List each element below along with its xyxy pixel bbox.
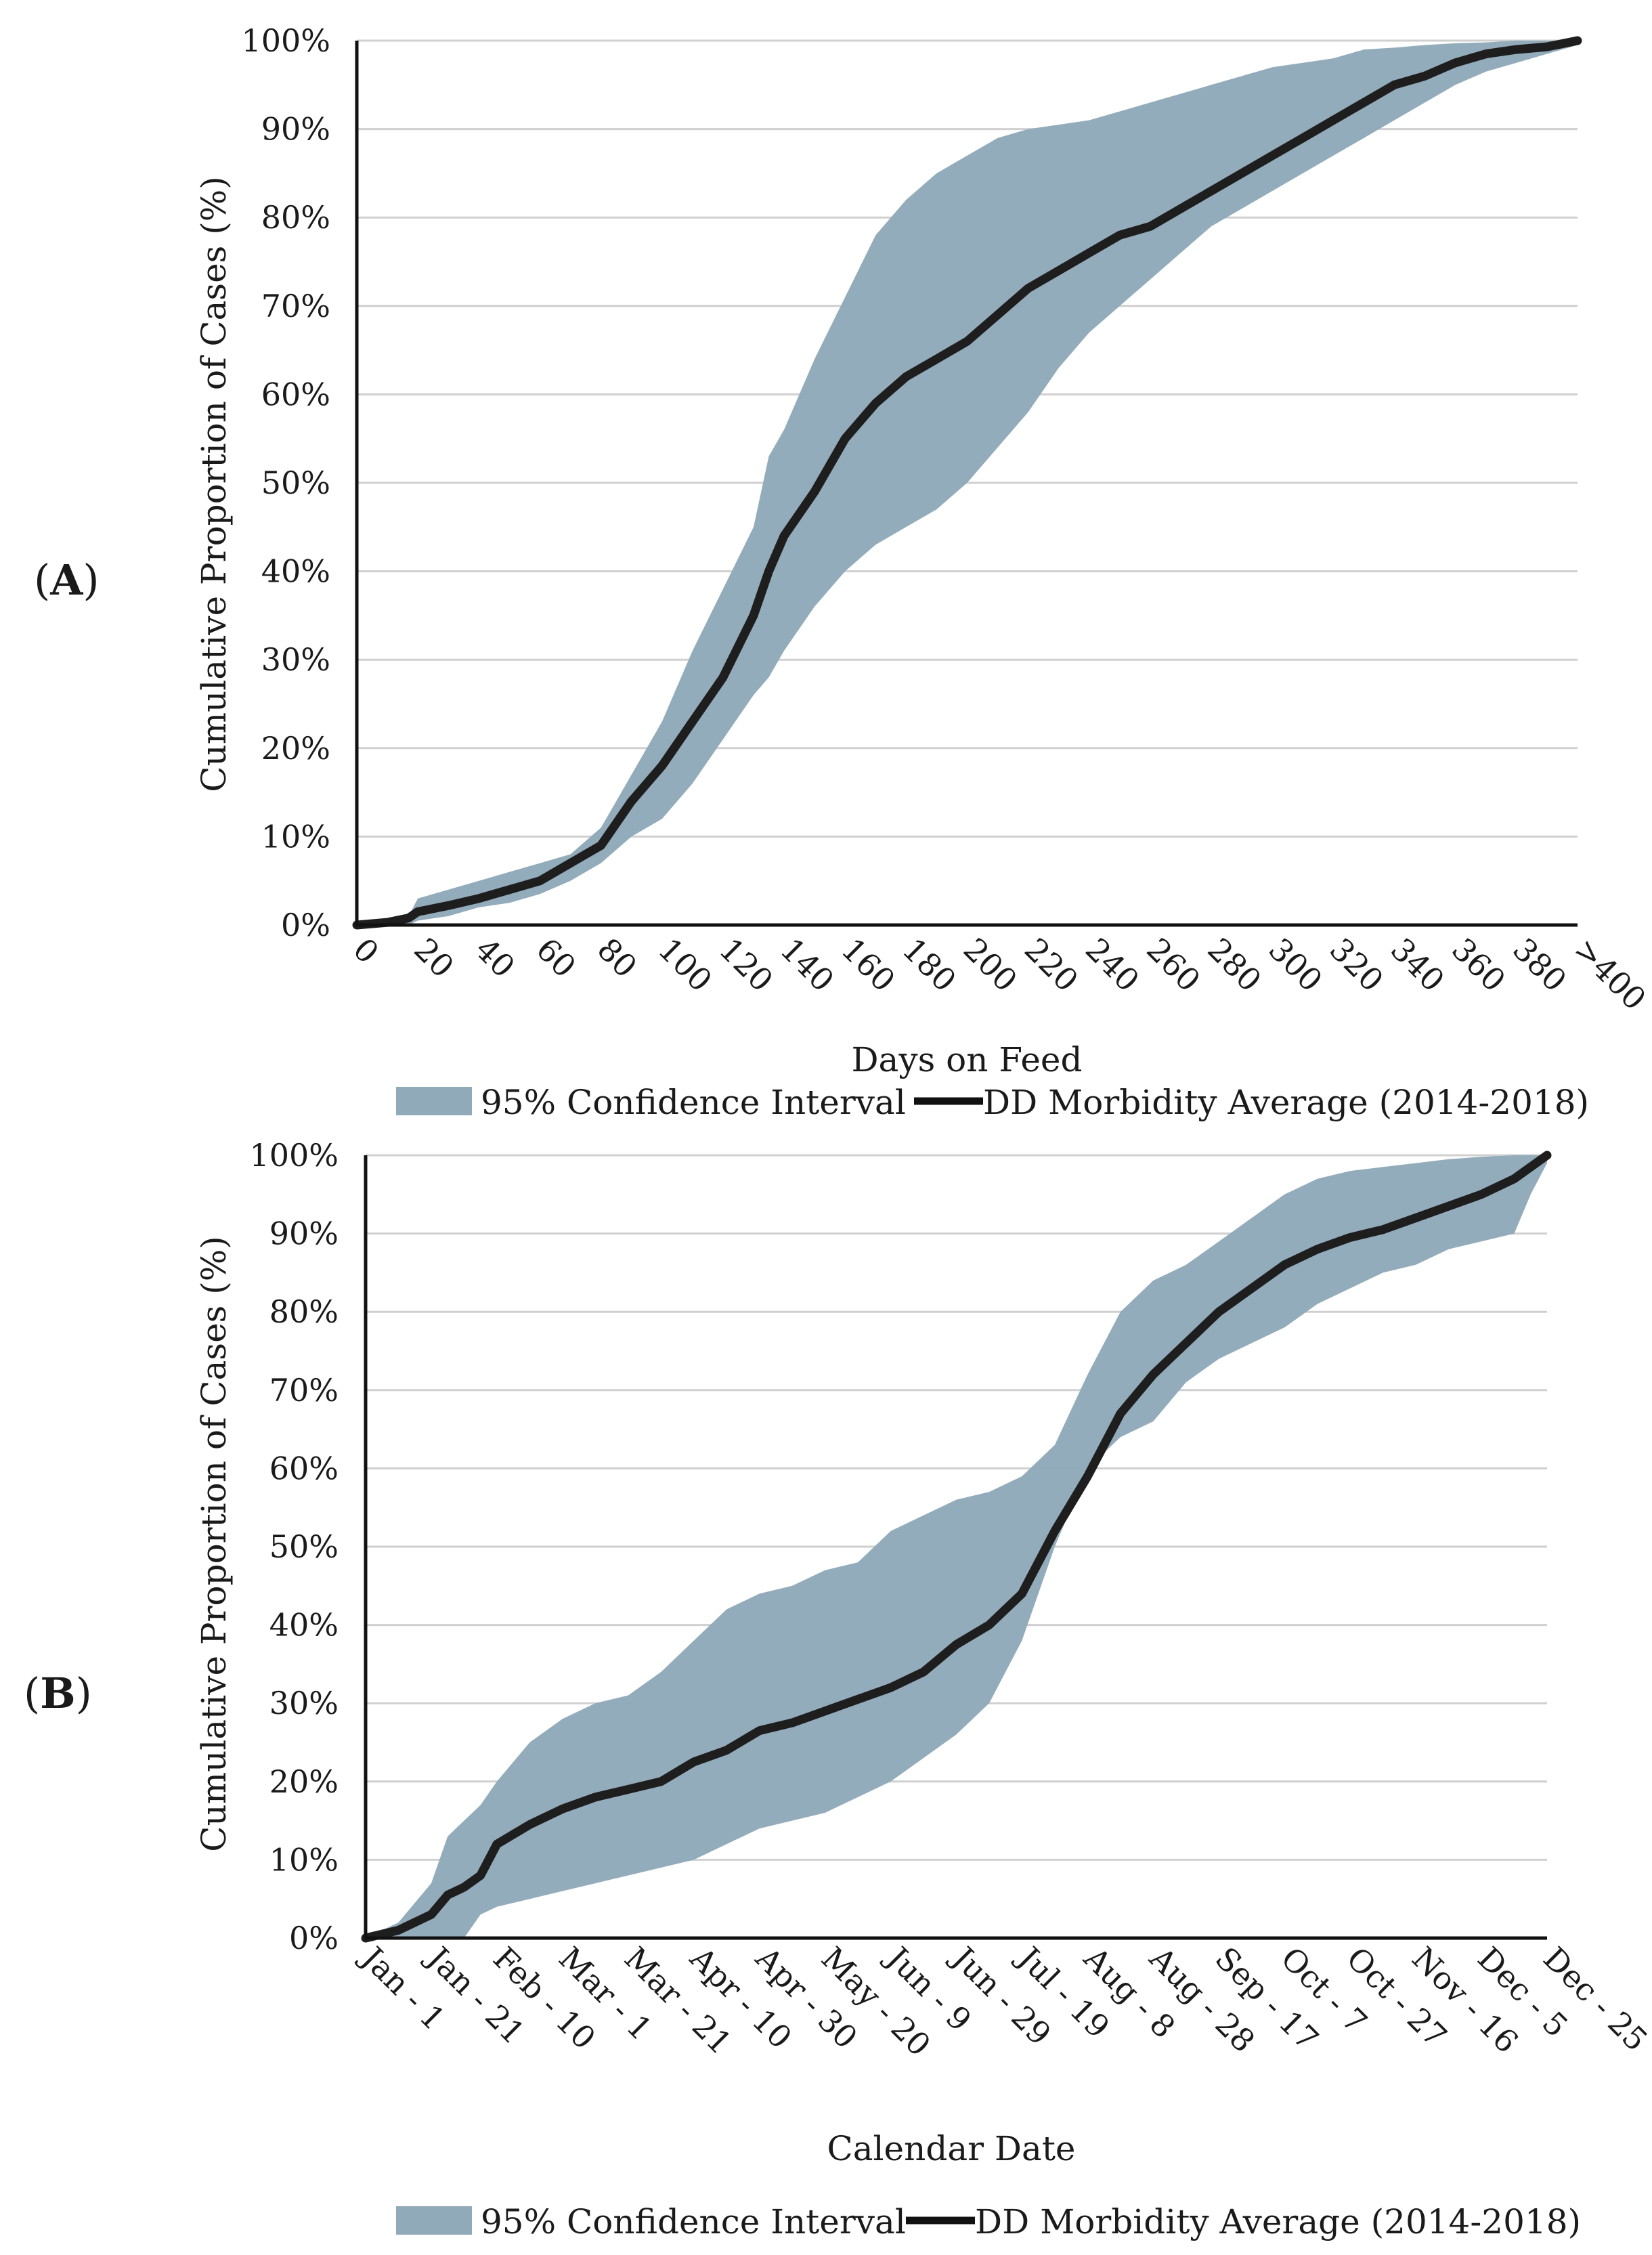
legend-swatch-ci-a [396,1087,472,1115]
legend-label-avg-b: DD Morbidity Average (2014-2018) [975,2202,1581,2241]
panel-label-b: (B) [24,1669,92,1718]
y-tick-label: 90% [269,1216,339,1252]
x-tick-label: 300 [1261,931,1329,999]
x-tick-label: 360 [1445,931,1513,999]
x-tick-label: 220 [1018,931,1085,999]
axes-a [355,41,1578,927]
x-tick-label: 80 [590,931,645,985]
x-tick-label: >400 [1567,931,1652,1018]
x-tick-label: 200 [957,931,1024,999]
legend-label-avg-a: DD Morbidity Average (2014-2018) [983,1083,1589,1122]
confidence-interval-band-b [366,1155,1547,1938]
y-tick-labels-a: 0% 10% 20% 30% 40% 50% 60% 70% 80% 90% 100% [241,22,330,943]
y-tick-label: 30% [261,641,330,678]
y-axis-label-a: Cumulative Proportion of Cases (%) [194,176,234,792]
legend-label-ci-a: 95% Confidence Interval [481,1083,906,1122]
y-tick-label: 20% [269,1763,339,1800]
x-tick-label: 380 [1506,931,1573,999]
y-tick-labels-b: 0% 10% 20% 30% 40% 50% 60% 70% 80% 90% 100% [249,1137,339,1956]
y-tick-label: 90% [261,111,330,148]
y-tick-label: 40% [261,553,330,590]
x-tick-label: 280 [1200,931,1268,999]
x-tick-label: 20 [407,931,461,985]
chart-panel-b: (B) 0% 10% 20% 30% 40% 50% 60% 70% 80% 90% 100% Ja… [24,1137,1652,2241]
panel-label-a: (A) [34,555,100,605]
y-tick-label: 10% [269,1841,339,1878]
x-tick-label: 40 [469,931,523,985]
legend-label-ci-b: 95% Confidence Interval [481,2202,906,2241]
y-tick-label: 60% [261,376,330,412]
x-tick-label: 160 [834,931,902,999]
x-tick-label: 180 [896,931,963,999]
x-tick-label: 120 [712,931,780,999]
legend-swatch-ci-b [396,2206,472,2235]
x-axis-label-a: Days on Feed [851,1040,1082,1079]
y-axis-label-b: Cumulative Proportion of Cases (%) [194,1236,234,1852]
x-tick-label: 240 [1079,931,1146,999]
x-tick-label: 60 [529,931,584,985]
y-tick-label: 50% [261,465,330,501]
y-tick-label: 50% [269,1528,339,1565]
y-tick-label: 10% [261,818,330,855]
x-tick-label: 0 [346,931,386,971]
y-tick-label: 60% [269,1450,339,1486]
y-tick-label: 70% [261,288,330,324]
confidence-interval-band-a [357,41,1578,925]
x-tick-label: 140 [773,931,841,999]
legend-a: 95% Confidence Interval DD Morbidity Ave… [396,1083,1589,1122]
axes-b [364,1155,1547,1940]
y-tick-label: 0% [281,907,330,943]
legend-b: 95% Confidence Interval DD Morbidity Ave… [396,2202,1581,2241]
average-line-a [352,36,1582,930]
x-tick-label: 340 [1384,931,1452,999]
y-tick-label: 20% [261,730,330,767]
average-line-b [361,1151,1552,1943]
x-tick-label: 100 [651,931,719,999]
y-tick-label: 0% [289,1920,339,1956]
x-tick-labels-a: 0 20 40 60 80 1001201401601802002202402602803… [346,931,1652,1018]
x-axis-label-b: Calendar Date [827,2129,1075,2168]
y-tick-label: 40% [269,1607,339,1644]
y-tick-label: 70% [269,1372,339,1409]
x-tick-label: 260 [1139,931,1207,999]
y-tick-label: 30% [269,1685,339,1721]
y-tick-label: 80% [269,1293,339,1330]
y-tick-label: 100% [249,1137,339,1174]
y-tick-label: 80% [261,199,330,236]
y-tick-label: 100% [241,22,330,59]
x-tick-label: 320 [1323,931,1391,999]
